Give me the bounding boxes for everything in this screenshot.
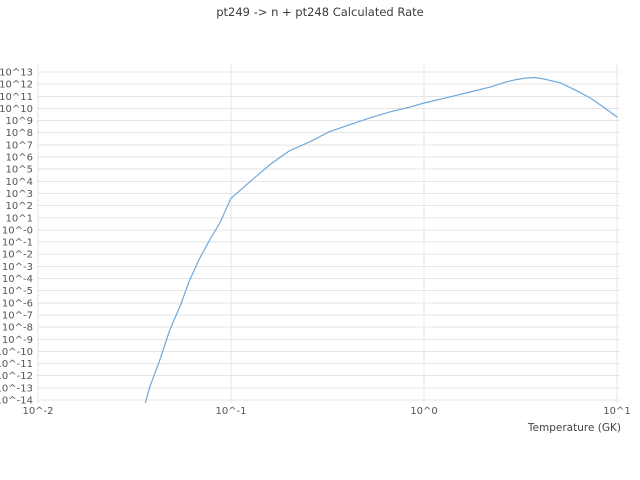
y-tick-label: 10^-8 xyxy=(2,323,33,334)
y-tick-label: 10^-13 xyxy=(0,383,33,394)
chart-title: pt249 -> n + pt248 Calculated Rate xyxy=(216,5,424,19)
y-tick-label: 10^-3 xyxy=(2,262,33,273)
y-tick-label: 10^10 xyxy=(0,104,33,115)
y-tick-label: 10^-6 xyxy=(2,298,33,309)
y-tick-label: 10^-0 xyxy=(2,225,33,236)
y-tick-label: 10^-11 xyxy=(0,359,33,370)
y-tick-label: 10^-10 xyxy=(0,347,33,358)
y-tick-label: 10^2 xyxy=(6,201,33,212)
y-tick-label: 10^13 xyxy=(0,68,33,79)
y-tick-label: 10^1 xyxy=(6,213,33,224)
y-tick-label: 10^-1 xyxy=(2,238,33,249)
rate-curve xyxy=(144,76,618,403)
y-tick-label: 10^7 xyxy=(6,140,33,151)
y-tick-label: 10^-12 xyxy=(0,371,33,382)
x-tick-label: 10^-2 xyxy=(22,406,53,417)
y-tick-label: 10^6 xyxy=(6,153,33,164)
y-tick-label: 10^8 xyxy=(6,128,33,139)
x-tick-label: 10^1 xyxy=(603,406,630,417)
y-tick-label: 10^3 xyxy=(6,189,33,200)
y-tick-label: 10^-9 xyxy=(2,335,33,346)
y-tick-label: 10^-5 xyxy=(2,286,33,297)
y-tick-label: 10^-14 xyxy=(0,396,33,407)
x-axis-title: Temperature (GK) xyxy=(527,422,621,434)
x-tick-label: 10^-1 xyxy=(215,406,246,417)
y-tick-label: 10^-7 xyxy=(2,311,33,322)
y-tick-label: 10^4 xyxy=(6,177,33,188)
y-tick-label: 10^12 xyxy=(0,80,33,91)
y-tick-label: 10^-4 xyxy=(2,274,33,285)
y-tick-label: 10^9 xyxy=(6,116,33,127)
y-tick-label: 10^-2 xyxy=(2,250,33,261)
y-tick-label: 10^11 xyxy=(0,92,33,103)
y-tick-label: 10^5 xyxy=(6,165,33,176)
x-tick-label: 10^0 xyxy=(410,406,437,417)
